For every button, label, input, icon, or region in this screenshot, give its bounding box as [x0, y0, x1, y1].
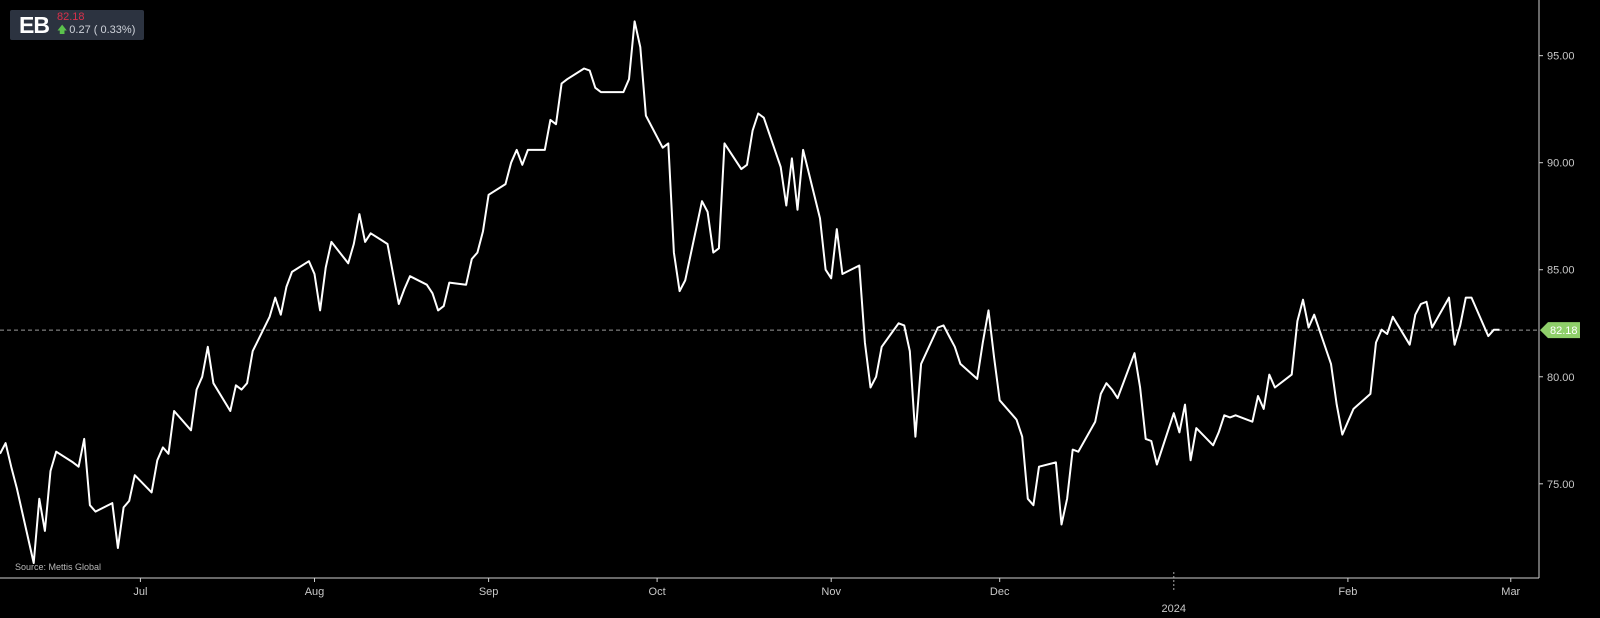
current-price-marker: 82.18 [1540, 322, 1580, 339]
y-tick-label: 75.00 [1547, 479, 1575, 491]
ticker-symbol: EB [19, 12, 50, 38]
change-value: 0.27 [69, 24, 91, 36]
y-tick-label: 85.00 [1547, 265, 1575, 277]
x-tick-label: Oct [649, 586, 666, 598]
price-change: 🡅0.27 0.33% [57, 24, 135, 37]
x-tick-label: Aug [305, 586, 325, 598]
x-tick-label: Nov [821, 586, 841, 598]
x-tick-label: Sep [479, 586, 499, 598]
axes [0, 0, 1540, 579]
y-tick-label: 80.00 [1547, 372, 1575, 384]
x-axis-ticks: Jul Aug Sep Oct Nov Dec Feb Mar 2024 [133, 572, 1521, 615]
x-tick-label: Jul [133, 586, 147, 598]
y-tick-label: 90.00 [1547, 158, 1575, 170]
change-percent: 0.33% [94, 24, 136, 36]
x-tick-label: Mar [1501, 586, 1520, 598]
ticker-badge: EB 82.18 🡅0.27 0.33% [10, 10, 144, 40]
y-axis-ticks: 75.00 80.00 85.00 90.00 95.00 [1539, 51, 1575, 491]
year-label: 2024 [1162, 603, 1186, 615]
x-tick-label: Dec [990, 586, 1010, 598]
current-price-label: 82.18 [1550, 325, 1578, 337]
x-tick-label: Feb [1338, 586, 1357, 598]
current-price-marker-shape [1540, 322, 1580, 339]
source-note: Source: Mettis Global [15, 562, 102, 572]
y-tick-label: 95.00 [1547, 51, 1575, 63]
arrow-up-icon: 🡅 [57, 25, 68, 36]
last-price: 82.18 [57, 11, 85, 23]
price-series-line [0, 20, 1500, 564]
